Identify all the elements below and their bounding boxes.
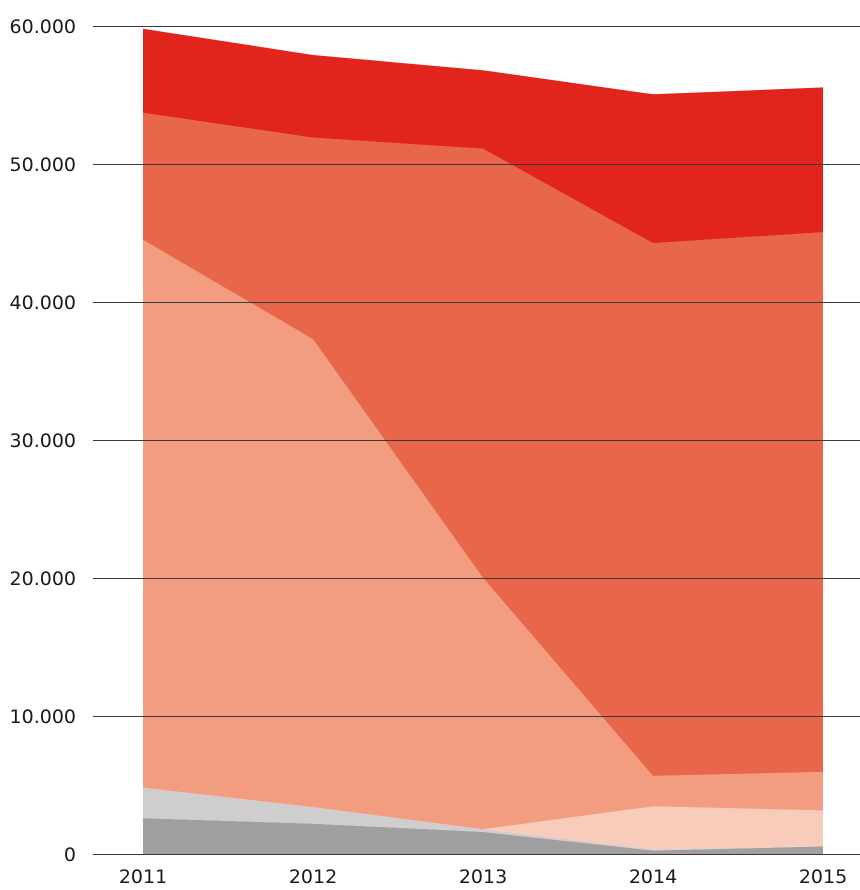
area-series-5 — [143, 112, 823, 776]
x-tick-label: 2011 — [119, 866, 167, 888]
y-tick-label: 40.000 — [10, 292, 76, 314]
y-axis-tick-labels: 0 10.000 20.000 30.000 40.000 50.000 60.000 — [10, 16, 76, 866]
y-tick-label: 0 — [64, 844, 76, 866]
area-series-6 — [143, 28, 823, 244]
y-tick-label: 30.000 — [10, 430, 76, 452]
x-tick-label: 2012 — [289, 866, 337, 888]
x-axis-tick-labels: 2011 2012 2013 2014 2015 — [119, 866, 847, 888]
y-tick-label: 60.000 — [10, 16, 76, 38]
y-tick-label: 20.000 — [10, 568, 76, 590]
area-series-4 — [143, 239, 823, 830]
y-tick-label: 10.000 — [10, 706, 76, 728]
x-tick-label: 2015 — [799, 866, 847, 888]
area-series-2 — [143, 787, 823, 851]
area-series-1 — [143, 818, 823, 854]
gridlines — [93, 26, 860, 855]
x-tick-label: 2013 — [459, 866, 507, 888]
area-series-3 — [143, 787, 823, 850]
series-areas — [143, 28, 823, 854]
x-tick-label: 2014 — [629, 866, 677, 888]
y-tick-label: 50.000 — [10, 154, 76, 176]
